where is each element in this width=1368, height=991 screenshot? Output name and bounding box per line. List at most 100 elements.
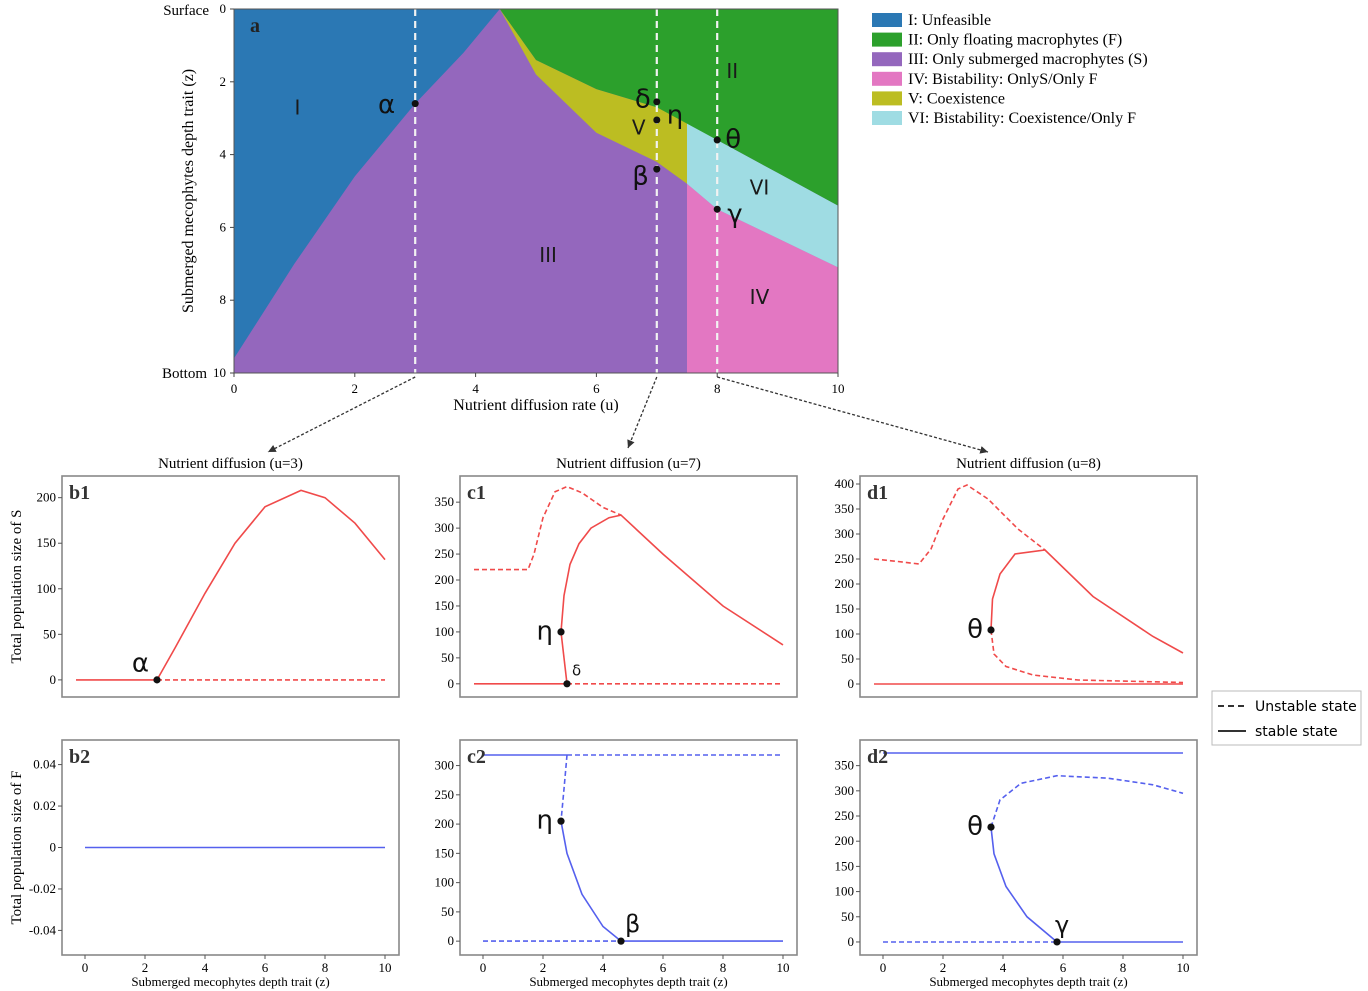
y-tick-label: 400 bbox=[835, 476, 855, 491]
plot-frame bbox=[859, 475, 1198, 698]
point-label: β bbox=[632, 162, 649, 192]
y-tick-label: 250 bbox=[835, 808, 855, 823]
y-tick-label: 0 bbox=[50, 672, 57, 687]
x-tick-label: 2 bbox=[352, 381, 359, 396]
region-label: II bbox=[726, 59, 738, 83]
point-marker bbox=[713, 136, 721, 144]
panel-label: b1 bbox=[69, 482, 90, 504]
panel-d1: d1 0 50 100 150 200 250 300 350 400 θ Nutrient diff… bbox=[835, 456, 1198, 698]
point-marker bbox=[617, 937, 625, 945]
y-tick-label: 50 bbox=[441, 904, 454, 919]
x-axis-label: Submerged mecophytes depth trait (z) bbox=[131, 974, 329, 989]
legend-entry: II: Only floating macrophytes (F) bbox=[908, 32, 1122, 49]
y-tick-label: 250 bbox=[435, 546, 455, 561]
point-marker bbox=[557, 817, 565, 825]
y-tick-label: 200 bbox=[37, 490, 57, 505]
point-label: α bbox=[132, 648, 149, 678]
x-tick-label: 0 bbox=[480, 960, 487, 975]
x-tick-label: 10 bbox=[832, 381, 845, 396]
legend-a: I: Unfeasible II: Only floating macrophyt… bbox=[872, 12, 1148, 127]
x-tick-label: 4 bbox=[202, 960, 209, 975]
legend-entry: III: Only submerged macrophytes (S) bbox=[908, 51, 1148, 68]
point-marker bbox=[653, 116, 661, 124]
y-tick-label: 300 bbox=[835, 526, 855, 541]
dashed-curve bbox=[873, 484, 1046, 565]
dashed-curve bbox=[990, 629, 1184, 684]
x-tick-label: 6 bbox=[262, 960, 269, 975]
panel-c1: c1 0 50 100 150 200 250 300 350 η δ Nutrient diffus… bbox=[435, 456, 798, 698]
point-label: δ bbox=[572, 661, 581, 679]
x-tick-label: 4 bbox=[472, 381, 479, 396]
point-label: δ bbox=[635, 84, 651, 114]
y-tick-label: 200 bbox=[835, 576, 855, 591]
x-tick-label: 6 bbox=[593, 381, 600, 396]
panel-title: Nutrient diffusion (u=7) bbox=[556, 456, 701, 472]
legend-entry: V: Coexistence bbox=[908, 90, 1005, 107]
panel-b1: b1 0 50 100 150 200 α Nutrient diffusion (u=3) T… bbox=[9, 456, 400, 698]
point-marker bbox=[653, 165, 661, 173]
point-marker bbox=[1053, 938, 1061, 946]
dashed-curve bbox=[474, 485, 622, 571]
point-marker bbox=[153, 676, 161, 684]
x-axis-label: Nutrient diffusion rate (u) bbox=[453, 397, 618, 414]
y-tick-label: 150 bbox=[37, 535, 57, 550]
point-label: α bbox=[378, 90, 395, 120]
y-tick-label: 0 bbox=[848, 676, 855, 691]
connector-arrow bbox=[267, 376, 416, 453]
panel-label: a bbox=[250, 15, 260, 37]
dashed-curve bbox=[560, 754, 568, 822]
y-tick-label: 6 bbox=[220, 219, 227, 234]
x-tick-label: 8 bbox=[720, 960, 727, 975]
panel-label: d2 bbox=[867, 746, 888, 768]
plot-frame bbox=[233, 8, 839, 374]
y-tick-label: -0.02 bbox=[29, 881, 56, 896]
legend-entry: IV: Bistability: OnlyS/Only F bbox=[908, 71, 1098, 88]
plot-frame bbox=[859, 739, 1198, 956]
y-tick-label: 0.04 bbox=[33, 757, 56, 772]
y-tick-label: 350 bbox=[835, 758, 855, 773]
point-marker bbox=[557, 628, 565, 636]
point-marker bbox=[411, 100, 419, 108]
connector-arrows bbox=[267, 376, 989, 454]
x-tick-label: 2 bbox=[142, 960, 149, 975]
y-tick-label: 0 bbox=[448, 933, 455, 948]
legend-entry: stable state bbox=[1255, 724, 1338, 740]
x-tick-label: 10 bbox=[379, 960, 392, 975]
x-axis-label: Submerged mecophytes depth trait (z) bbox=[529, 974, 727, 989]
point-label: θ bbox=[967, 615, 983, 645]
y-tick-label: 100 bbox=[835, 626, 855, 641]
panel-label: b2 bbox=[69, 746, 90, 768]
x-tick-label: 4 bbox=[1000, 960, 1007, 975]
point-marker bbox=[563, 680, 571, 688]
x-tick-label: 0 bbox=[82, 960, 89, 975]
panel-c2: c2 0 50 100 150 200 250 300 0 2 4 6 8 10 η β Submerged m… bbox=[435, 739, 798, 989]
legend-swatch bbox=[872, 32, 902, 47]
point-label: θ bbox=[967, 812, 983, 842]
point-label: γ bbox=[1055, 911, 1069, 939]
y-bottom-label: Bottom bbox=[162, 366, 207, 382]
x-axis-label: Submerged mecophytes depth trait (z) bbox=[929, 974, 1127, 989]
y-tick-label: 150 bbox=[835, 858, 855, 873]
y-tick-label: 0 bbox=[50, 840, 57, 855]
y-tick-label: 0.02 bbox=[33, 798, 56, 813]
y-tick-label: 150 bbox=[835, 601, 855, 616]
panel-d2: d2 0 50 100 150 200 250 300 350 0 2 4 6 8 10 θ γ Submerge… bbox=[835, 739, 1198, 989]
y-tick-label: 300 bbox=[435, 758, 455, 773]
x-tick-label: 2 bbox=[540, 960, 547, 975]
panel-label: d1 bbox=[867, 482, 888, 504]
legend-entry: I: Unfeasible bbox=[908, 12, 991, 29]
y-tick-label: 250 bbox=[435, 787, 455, 802]
line-style-legend: Unstable state stable state bbox=[1211, 690, 1362, 746]
point-label: η bbox=[537, 806, 553, 836]
y-tick-label: 150 bbox=[435, 598, 455, 613]
solid-curve bbox=[156, 489, 386, 681]
y-tick-label: 0 bbox=[848, 934, 855, 949]
x-tick-label: 8 bbox=[1120, 960, 1127, 975]
y-top-label: Surface bbox=[163, 3, 209, 19]
point-label: β bbox=[625, 910, 640, 938]
y-tick-label: 100 bbox=[835, 884, 855, 899]
dashed-curve bbox=[990, 774, 1184, 828]
solid-curve bbox=[560, 821, 622, 942]
y-tick-label: 150 bbox=[435, 845, 455, 860]
solid-curve bbox=[560, 631, 568, 684]
